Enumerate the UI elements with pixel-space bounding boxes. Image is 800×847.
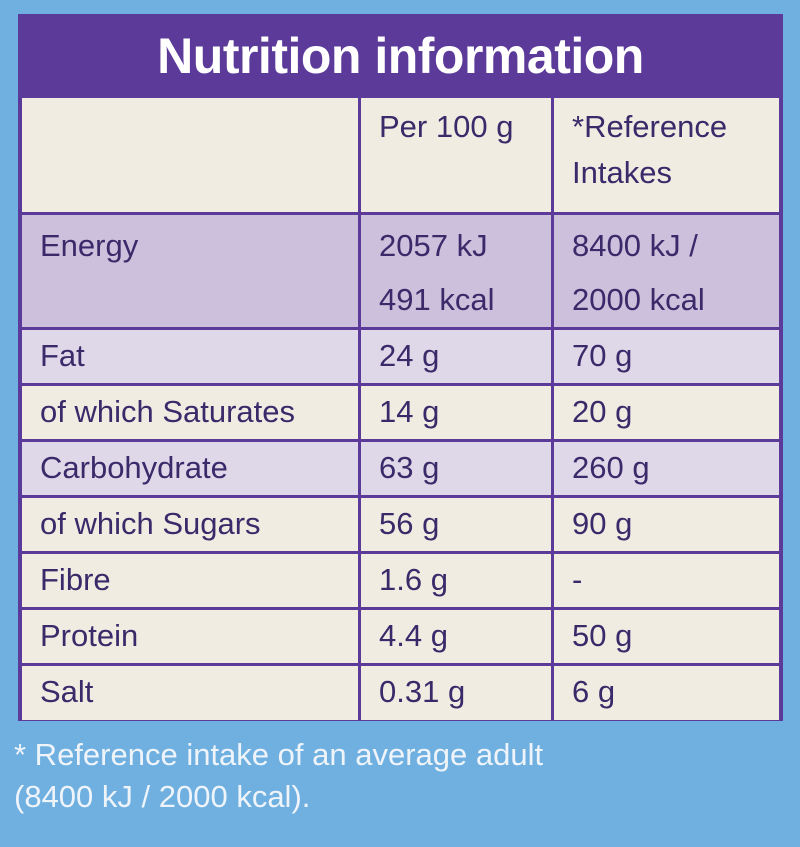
per100-value: 56 g [361,498,554,554]
energy-kcal-value: 491 kcal [379,282,495,317]
per100-value: 14 g [361,386,554,442]
nutrient-label: Fat [22,330,361,386]
nutrition-title: Nutrition information [157,28,644,84]
table-row-carbohydrate: Carbohydrate 63 g 260 g [22,442,779,498]
header-reference-line2: Intakes [572,155,672,190]
header-per100-cell: Per 100 g [361,98,554,215]
nutrition-panel: Nutrition information Per 100 g *Referen… [18,14,783,721]
per100-value: 2057 kJ 491 kcal [361,215,554,330]
table-row-saturates: of which Saturates 14 g 20 g [22,386,779,442]
reference-value: 260 g [554,442,779,498]
per100-value: 0.31 g [361,666,554,720]
header-reference-line1: *Reference [572,109,728,144]
nutrient-label: of which Saturates [22,386,361,442]
footnote-line2: (8400 kJ / 2000 kcal). [14,779,311,814]
reference-value: 8400 kJ / 2000 kcal [554,215,779,330]
reference-value: 90 g [554,498,779,554]
energy-ref-kcal-value: 2000 kcal [572,282,705,317]
reference-value: 50 g [554,610,779,666]
per100-value: 63 g [361,442,554,498]
reference-value: 70 g [554,330,779,386]
footnote-line1: * Reference intake of an average adult [14,737,544,772]
per100-value: 24 g [361,330,554,386]
header-nutrient-cell [22,98,361,215]
table-row-sugars: of which Sugars 56 g 90 g [22,498,779,554]
nutrient-label: Carbohydrate [22,442,361,498]
reference-value: - [554,554,779,610]
table-row-protein: Protein 4.4 g 50 g [22,610,779,666]
nutrient-label: Energy [22,215,361,330]
nutrient-label: Protein [22,610,361,666]
per100-value: 4.4 g [361,610,554,666]
per100-value: 1.6 g [361,554,554,610]
table-row-salt: Salt 0.31 g 6 g [22,666,779,720]
energy-kj-value: 2057 kJ [379,228,488,263]
reference-value: 20 g [554,386,779,442]
table-row-energy: Energy 2057 kJ 491 kcal 8400 kJ / 2000 k… [22,215,779,330]
table-row-fibre: Fibre 1.6 g - [22,554,779,610]
nutrition-table: Per 100 g *Reference Intakes Energy 2057… [22,98,779,720]
table-header-row: Per 100 g *Reference Intakes [22,98,779,215]
header-reference-cell: *Reference Intakes [554,98,779,215]
table-row-fat: Fat 24 g 70 g [22,330,779,386]
nutrient-label: Salt [22,666,361,720]
nutrient-label: of which Sugars [22,498,361,554]
reference-footnote: * Reference intake of an average adult (… [14,734,774,818]
nutrient-label: Fibre [22,554,361,610]
energy-ref-kj-value: 8400 kJ / [572,228,698,263]
reference-value: 6 g [554,666,779,720]
